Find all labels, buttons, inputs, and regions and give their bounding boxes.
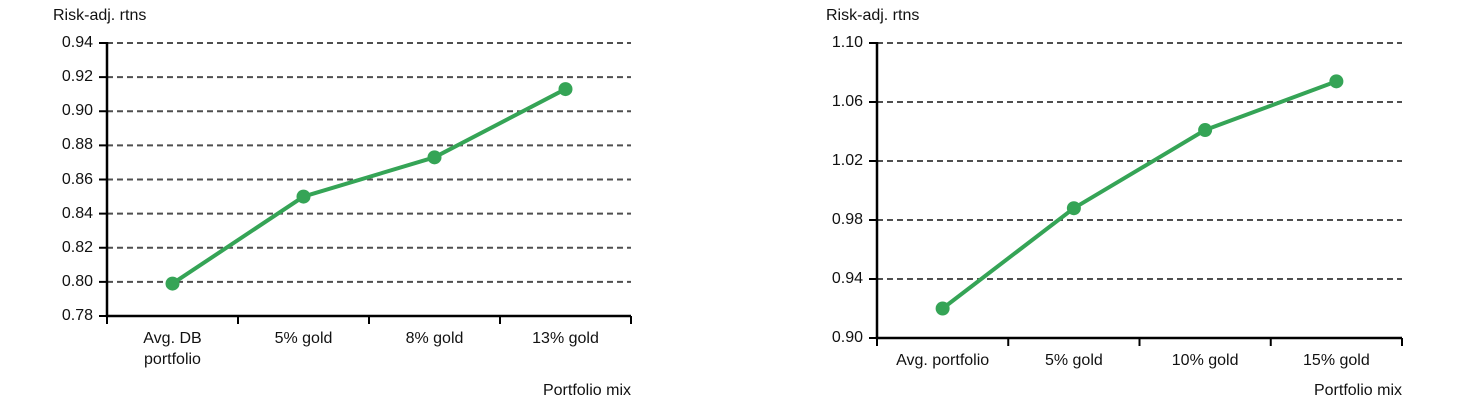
y-tick-label: 0.90 — [831, 329, 863, 346]
data-point-marker — [935, 301, 950, 316]
x-category-label: 13% gold — [532, 330, 599, 347]
y-tick-label: 1.10 — [831, 34, 863, 51]
data-point-marker — [296, 189, 311, 204]
y-tick-label: 0.82 — [61, 238, 93, 256]
x-category-label: 15% gold — [1303, 352, 1370, 369]
y-tick-label: 0.78 — [61, 307, 93, 324]
x-category-label: 5% gold — [1044, 352, 1103, 369]
chart-title: Risk-adj. rtns — [53, 7, 147, 24]
data-point-marker — [558, 82, 573, 97]
y-tick-label: 0.88 — [61, 136, 93, 154]
y-tick-label: 0.80 — [61, 272, 93, 290]
x-category-label: Avg. portfolio — [896, 352, 990, 369]
plot-area-svg — [869, 42, 1403, 346]
y-tick-label: 0.86 — [61, 170, 93, 188]
series-line — [940, 79, 1339, 311]
x-category-label: 5% gold — [274, 330, 333, 347]
x-category-label: 10% gold — [1171, 352, 1239, 369]
x-axis-title: Portfolio mix — [542, 382, 631, 399]
y-tick-label: 0.92 — [61, 68, 93, 86]
data-point-marker — [1329, 74, 1344, 89]
x-category-label: 8% gold — [405, 330, 464, 347]
y-tick-label: 0.90 — [61, 102, 93, 120]
chart-right: Risk-adj. rtns Portfolio mix 0.90 0.94 0.9… — [733, 0, 1467, 406]
chart-title: Risk-adj. rtns — [826, 7, 920, 24]
data-point-marker — [1198, 123, 1213, 138]
y-tick-label: 0.94 — [831, 270, 863, 287]
chart-left: Risk-adj. rtns Portfolio mix 0.78 0.80 0.8… — [0, 0, 733, 406]
y-tick-label: 0.94 — [61, 34, 93, 51]
x-axis-title: Portfolio mix — [1313, 382, 1402, 399]
x-category-label: Avg. DB portfolio — [143, 330, 202, 368]
series-line — [170, 87, 568, 286]
data-point-marker — [1066, 201, 1081, 216]
data-point-marker — [165, 276, 180, 291]
y-tick-label: 1.02 — [831, 152, 863, 169]
data-point-marker — [427, 150, 442, 165]
y-tick-label: 1.06 — [831, 93, 863, 110]
y-tick-label: 0.98 — [831, 211, 863, 228]
y-tick-label: 0.84 — [61, 204, 93, 222]
plot-area-svg — [99, 42, 632, 324]
